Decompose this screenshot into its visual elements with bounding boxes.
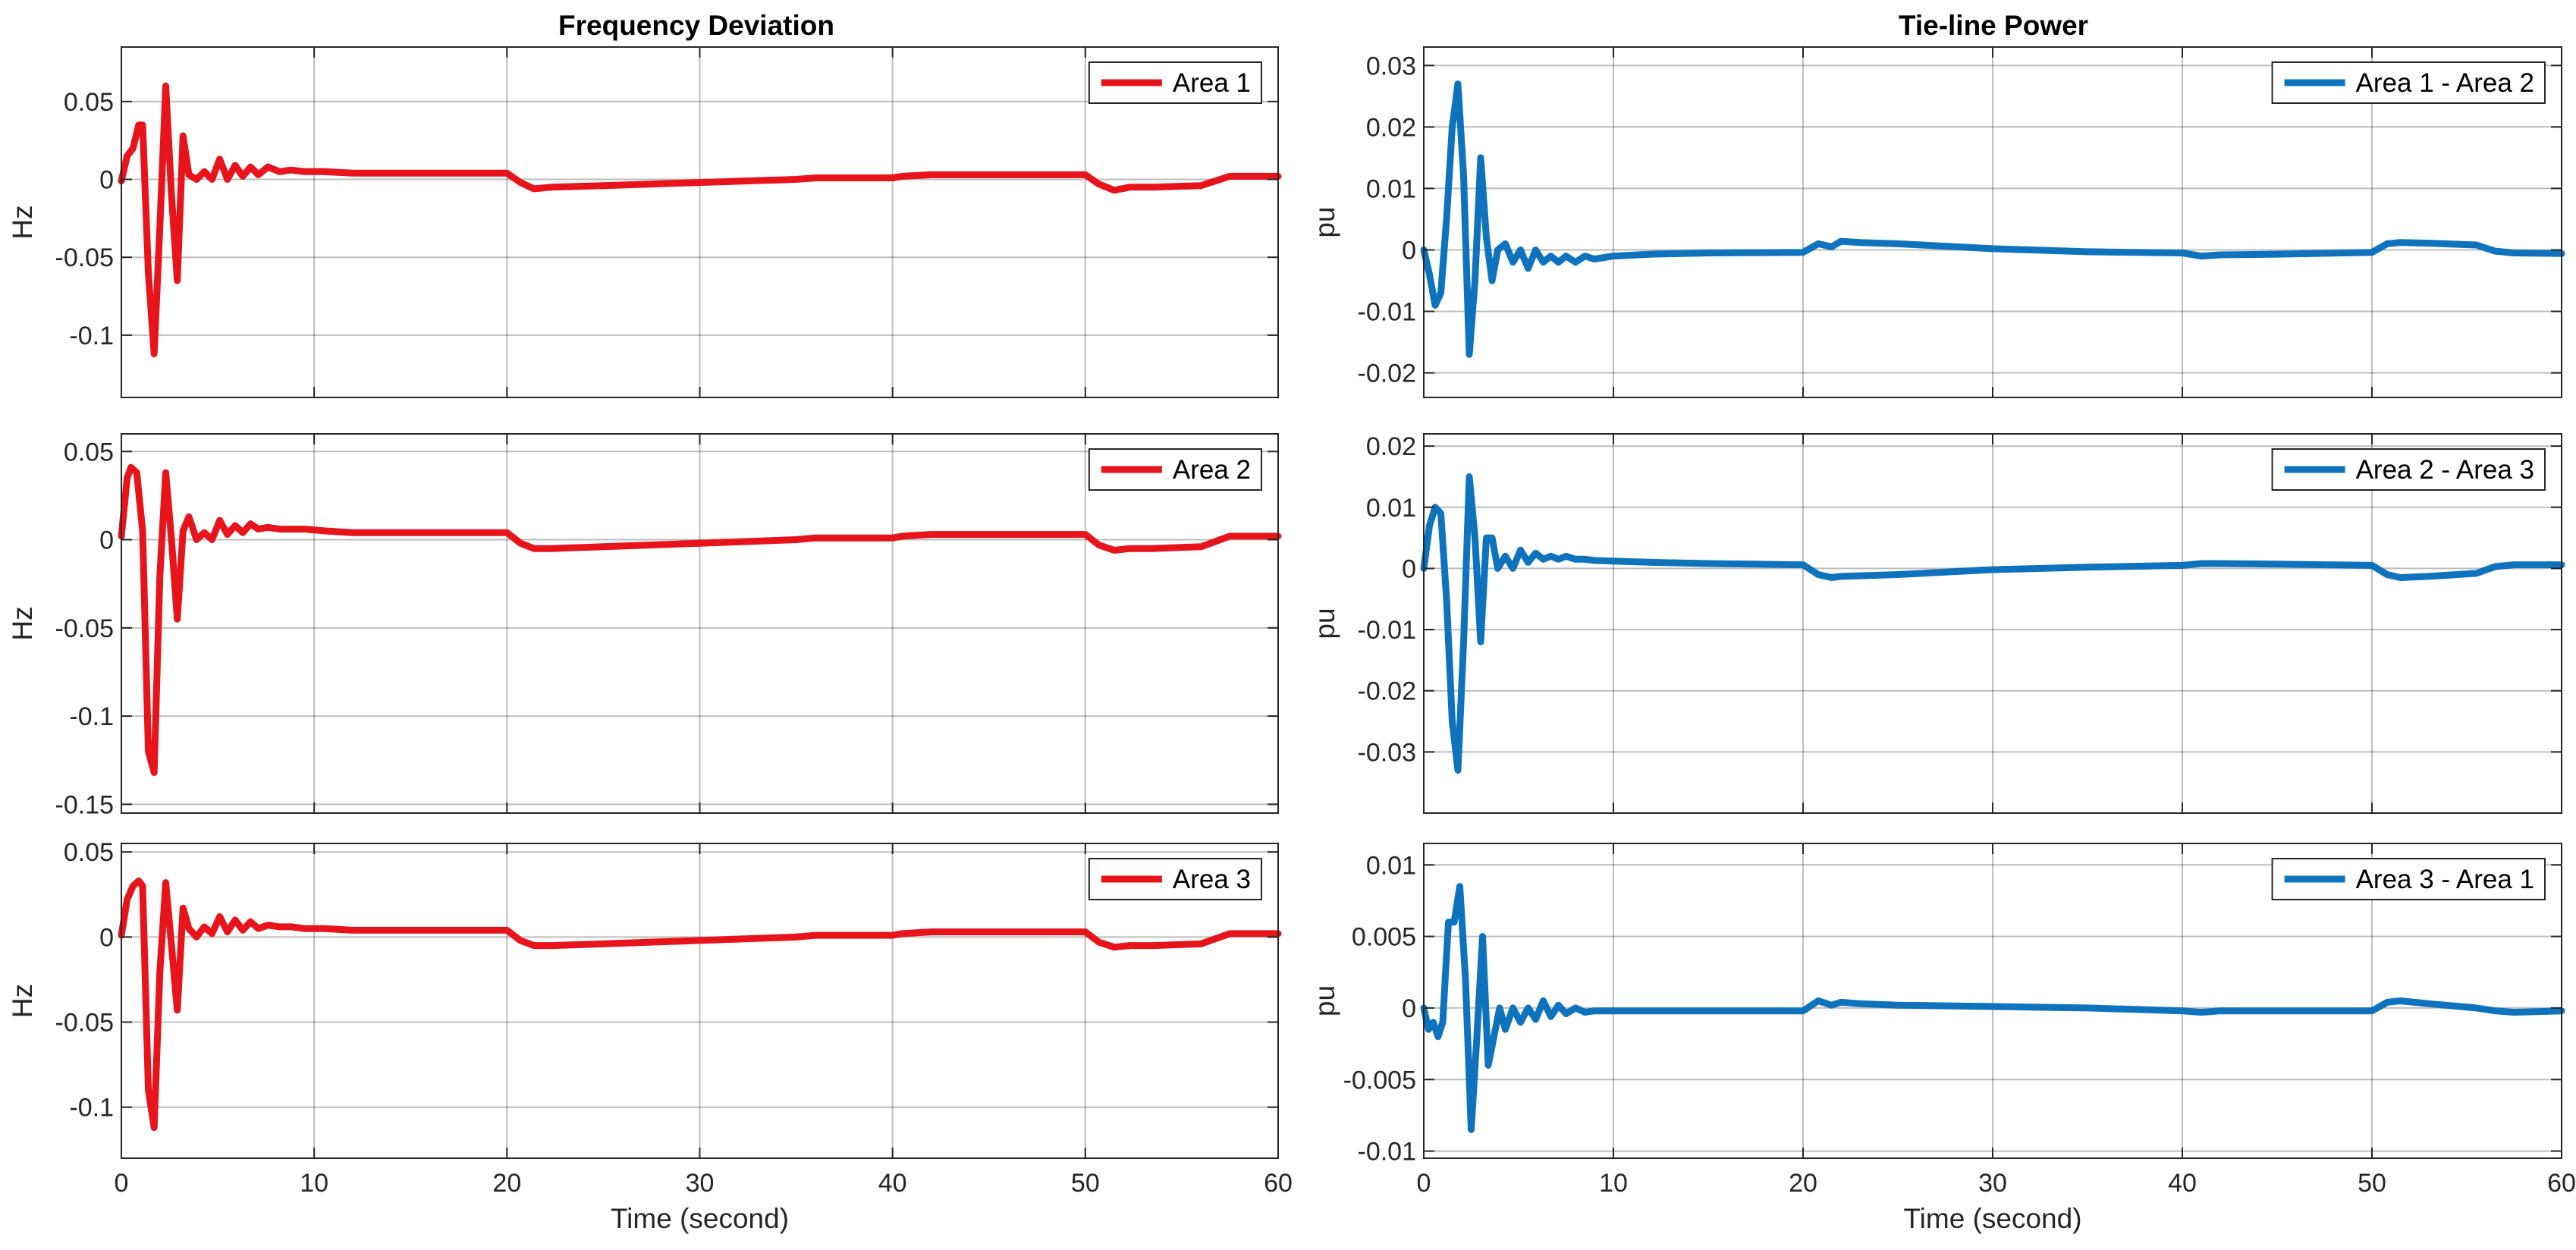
freq2-plot-area (121, 434, 1278, 813)
freq2-axes: 0.05 0 -0.05 -0.1 -0.15 Hz Area 2 (7, 433, 1282, 819)
tie1-ytick-label: -0.01 (1358, 298, 1417, 327)
freq1-plot-area (121, 47, 1278, 397)
freq1-ytick-label: 0 (99, 166, 114, 195)
tie3-xlabel: Time (second) (1903, 1203, 2081, 1234)
freq3-ytick-label: -0.05 (55, 1009, 115, 1038)
freq1-ytick-label: -0.05 (55, 243, 115, 272)
freq1-axes-box (121, 46, 1279, 398)
freq1-ylabel: Hz (7, 205, 38, 239)
tie2-ytick-label: -0.02 (1358, 677, 1417, 706)
freq3-axes: 0.05 0 -0.05 -0.1 0 10 20 30 40 50 60 Hz Time (secon… (7, 838, 1293, 1234)
freq2-ytick-label: -0.05 (55, 614, 115, 643)
tie3-xtick-label: 60 (2547, 1169, 2576, 1198)
tie2-ytick-label: -0.01 (1358, 616, 1417, 645)
tie3-xtick-label: 20 (1789, 1169, 1817, 1198)
freq2-legend-label: Area 2 (1173, 455, 1251, 485)
freq3-ylabel: Hz (7, 984, 38, 1018)
tie2-plot-area (1424, 434, 2562, 813)
tie2-ytick-label: 0 (1402, 554, 1416, 583)
tie3-xtick-label: 50 (2358, 1169, 2386, 1198)
freq2-series-line (118, 463, 1282, 776)
tie2-ytick-label: -0.03 (1358, 738, 1417, 767)
frequency-deviation-title: Frequency Deviation (558, 10, 834, 41)
tie1-ytick-label: 0 (1402, 236, 1416, 265)
freq2-axes-box (121, 433, 1279, 814)
freq2-ytick-label: -0.15 (55, 790, 115, 819)
tie2-axes: 0.02 0.01 0 -0.01 -0.02 -0.03 pu Area 2 - Area … (1309, 432, 2565, 814)
tie2-ytick-label: 0.01 (1366, 494, 1416, 523)
freq3-legend-label: Area 3 (1173, 865, 1251, 894)
tie1-ytick-label: 0.03 (1366, 52, 1416, 80)
freq2-ylabel: Hz (7, 606, 38, 640)
freq3-axes-box (121, 843, 1279, 1159)
freq3-xtick-label: 20 (492, 1169, 521, 1198)
freq3-ytick-label: 0.05 (64, 838, 114, 867)
freq3-xtick-label: 40 (878, 1169, 907, 1198)
tie3-ytick-label: -0.01 (1358, 1138, 1417, 1167)
tie3-ytick-label: 0.01 (1366, 851, 1416, 880)
tie3-xtick-label: 10 (1599, 1169, 1628, 1198)
freq3-plot-area (121, 843, 1278, 1158)
freq1-series-line (118, 82, 1282, 357)
freq2-ytick-label: 0 (99, 526, 114, 555)
freq1-ytick-label: -0.1 (69, 322, 114, 350)
tie1-plot-area (1424, 47, 2562, 397)
freq3-xtick-label: 60 (1264, 1169, 1293, 1198)
tie1-axes-box (1423, 46, 2562, 398)
tie3-axes-box (1423, 843, 2562, 1159)
freq3-xlabel: Time (second) (611, 1203, 789, 1234)
freq3-xtick-label: 10 (300, 1169, 328, 1198)
tie-line-power-title: Tie-line Power (1899, 10, 2088, 41)
tie1-ylabel: pu (1309, 206, 1340, 237)
freq3-xtick-label: 30 (686, 1169, 715, 1198)
subplots: 0.05 0 -0.05 -0.1 Hz Area 1 0.05 0 -0.05 -0.1 -0.1… (7, 46, 2576, 1234)
tie2-series-line (1420, 473, 2565, 774)
tie2-ytick-label: 0.02 (1366, 432, 1416, 461)
freq3-xtick-label: 50 (1071, 1169, 1100, 1198)
tie3-ytick-label: 0.005 (1352, 923, 1416, 952)
tie1-ytick-label: 0.01 (1366, 174, 1416, 203)
freq1-legend-label: Area 1 (1173, 68, 1251, 98)
freq3-ytick-label: -0.1 (69, 1094, 114, 1123)
tie1-legend-label: Area 1 - Area 2 (2356, 68, 2534, 98)
tie3-ytick-label: 0 (1402, 994, 1416, 1023)
tie1-ytick-label: -0.02 (1358, 360, 1417, 388)
tie2-ylabel: pu (1309, 608, 1340, 639)
freq1-ytick-label: 0.05 (64, 88, 114, 117)
freq2-ytick-label: 0.05 (64, 438, 114, 466)
tie3-series-line (1420, 883, 2565, 1133)
freq1-axes: 0.05 0 -0.05 -0.1 Hz Area 1 (7, 46, 1282, 398)
tie1-series-line (1420, 80, 2565, 358)
freq2-ytick-label: -0.1 (69, 702, 114, 731)
tie3-ytick-label: -0.005 (1343, 1066, 1416, 1095)
freq3-series-line (118, 877, 1282, 1132)
tie3-xtick-label: 30 (1978, 1169, 2007, 1198)
freq3-ytick-label: 0 (99, 923, 114, 952)
tie3-ylabel: pu (1309, 985, 1340, 1016)
tie2-axes-box (1423, 433, 2562, 814)
freq3-xtick-label: 0 (115, 1169, 129, 1198)
tie3-xtick-label: 40 (2168, 1169, 2197, 1198)
tie3-xtick-label: 0 (1417, 1169, 1431, 1198)
tie1-axes: 0.03 0.02 0.01 0 -0.01 -0.02 pu Area 1 - Area 2 (1309, 46, 2565, 398)
tie2-legend-label: Area 2 - Area 3 (2356, 455, 2534, 485)
tie3-legend-label: Area 3 - Area 1 (2356, 865, 2534, 894)
tie1-ytick-label: 0.02 (1366, 113, 1416, 142)
